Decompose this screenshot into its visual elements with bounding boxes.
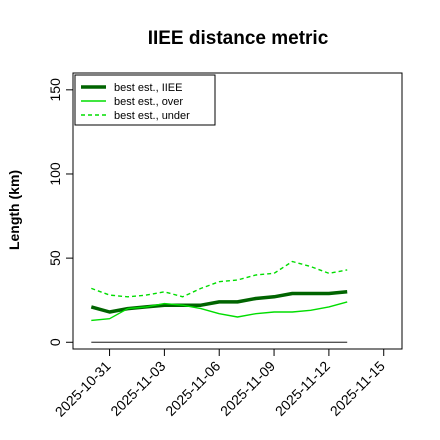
plot-area [72,72,403,350]
legend-label: best est., over [114,96,183,108]
series-line-2 [91,260,348,298]
y-tick-label: 50 [47,250,63,266]
x-tick-label: 2025-11-03 [107,358,168,419]
series-lines [90,260,348,343]
legend-label: best est., IIEE [114,82,182,94]
chart-title: IIEE distance metric [148,28,329,49]
y-axis-label: Length (km) [6,170,22,250]
x-tick-label: 2025-11-15 [327,358,388,419]
x-tick-label: 2025-10-31 [52,358,114,420]
axes: 0501001502025-10-312025-11-032025-11-062… [47,78,388,420]
y-tick-label: 100 [47,162,63,186]
legend-label: best est., under [114,110,190,122]
legend: best est., IIEE best est., over best est.,… [74,74,216,126]
x-tick-label: 2025-11-09 [217,358,278,419]
x-tick-label: 2025-11-06 [162,358,223,419]
x-tick-label: 2025-11-12 [272,358,333,419]
series-line-1 [91,301,348,322]
y-tick-label: 150 [47,78,63,102]
y-tick-label: 0 [47,338,63,346]
legend-box [74,74,216,126]
